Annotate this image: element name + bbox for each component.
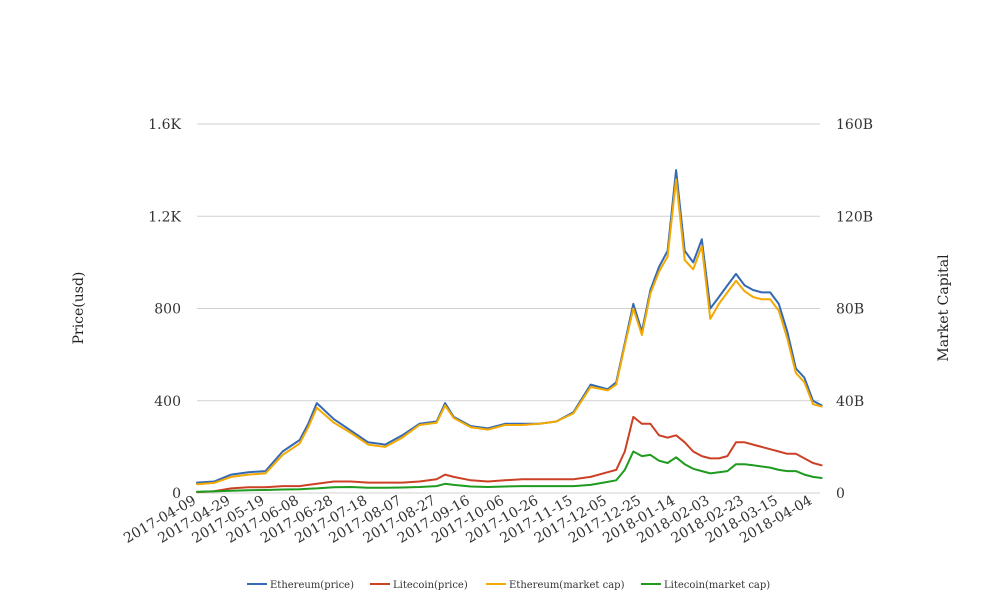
- left-tick-label: 1.6K: [148, 117, 181, 133]
- grid: [197, 123, 820, 494]
- right-y-axis: 0 40B 80B 120B 160B: [836, 117, 873, 502]
- right-tick-label: 0: [836, 486, 845, 502]
- left-axis-title: Price(usd): [71, 272, 87, 345]
- left-tick-label: 0: [172, 486, 181, 502]
- x-axis: 2017-04-092017-04-292017-05-192017-06-08…: [121, 493, 815, 547]
- left-tick-label: 1.2K: [148, 209, 181, 225]
- left-tick-label: 800: [154, 302, 181, 318]
- right-tick-label: 40B: [836, 394, 864, 410]
- series: [196, 169, 823, 494]
- series-line-ethereum-price: [196, 169, 823, 484]
- legend: Ethereum(price) Litecoin(price) Ethereum(m…: [247, 580, 770, 591]
- right-tick-label: 160B: [836, 117, 873, 133]
- left-tick-label: 400: [154, 394, 181, 410]
- series-line-litecoin-price: [196, 415, 823, 494]
- legend-label: Litecoin(market cap): [664, 580, 770, 591]
- series-line-litecoin-market-cap: [196, 450, 823, 493]
- legend-label: Ethereum(market cap): [509, 580, 625, 591]
- legend-label: Ethereum(price): [270, 580, 354, 591]
- right-axis-title: Market Capital: [936, 254, 952, 362]
- right-tick-label: 80B: [836, 302, 864, 318]
- left-y-axis: 0 400 800 1.2K 1.6K: [148, 117, 181, 502]
- right-tick-label: 120B: [836, 209, 873, 225]
- series-line-ethereum-market-cap: [196, 178, 823, 486]
- legend-label: Litecoin(price): [393, 580, 468, 591]
